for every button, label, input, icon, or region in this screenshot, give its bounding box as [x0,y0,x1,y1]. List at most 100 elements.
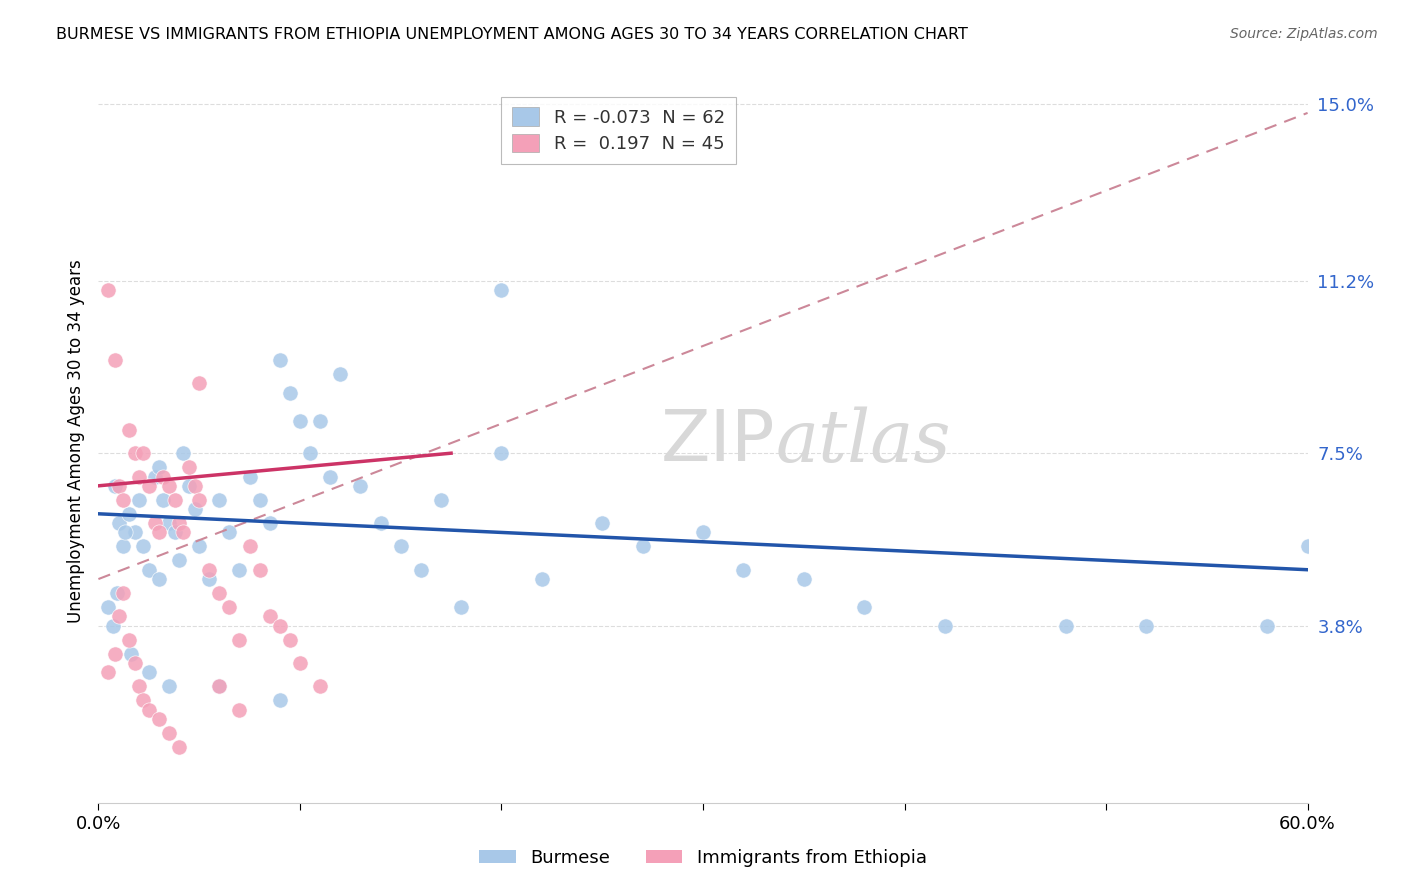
Point [128,492,150,507]
Point [288,413,311,427]
Point [1135,618,1157,632]
Point [120,647,142,661]
Point [138,479,160,493]
Point [103,479,125,493]
Point [208,679,231,693]
Point [105,586,128,600]
Point [118,423,141,437]
Point [309,679,332,693]
Point [934,618,956,632]
Point [530,572,553,586]
Point [259,609,281,624]
Point [152,492,174,507]
Point [107,479,129,493]
Point [138,702,160,716]
Point [152,469,174,483]
Point [179,479,201,493]
Point [148,572,170,586]
Point [491,446,513,460]
Point [101,618,124,632]
Point [128,679,150,693]
Point [111,540,134,554]
Point [249,492,271,507]
Text: ZIP: ZIP [661,407,776,476]
Point [269,353,291,368]
Point [198,572,221,586]
Point [269,693,291,707]
Point [1296,540,1319,554]
Point [409,563,432,577]
Point [228,632,250,647]
Text: Source: ZipAtlas.com: Source: ZipAtlas.com [1230,27,1378,41]
Point [143,516,166,530]
Point [118,507,141,521]
Point [269,618,291,632]
Point [853,600,876,615]
Point [329,367,352,381]
Point [128,469,150,483]
Point [148,712,170,726]
Point [97,283,120,297]
Y-axis label: Unemployment Among Ages 30 to 34 years: Unemployment Among Ages 30 to 34 years [66,260,84,624]
Point [278,385,301,400]
Point [97,665,120,680]
Point [491,283,513,297]
Point [733,563,755,577]
Point [103,647,125,661]
Point [124,656,146,670]
Text: atlas: atlas [776,406,950,477]
Point [103,353,125,368]
Point [218,525,240,540]
Point [450,600,472,615]
Point [148,525,170,540]
Point [148,460,170,475]
Point [107,609,129,624]
Point [124,446,146,460]
Point [389,540,412,554]
Point [114,525,136,540]
Point [319,469,342,483]
Point [188,540,211,554]
Point [107,516,129,530]
Point [692,525,714,540]
Point [111,586,134,600]
Point [172,525,194,540]
Point [309,413,332,427]
Point [163,525,186,540]
Point [299,446,322,460]
Legend: R = -0.073  N = 62, R =  0.197  N = 45: R = -0.073 N = 62, R = 0.197 N = 45 [501,96,735,164]
Point [430,492,453,507]
Point [163,492,186,507]
Point [132,693,155,707]
Point [793,572,815,586]
Point [167,516,190,530]
Point [208,492,231,507]
Point [188,376,211,391]
Point [208,679,231,693]
Point [1054,618,1077,632]
Point [132,446,155,460]
Point [167,553,190,567]
Point [184,479,207,493]
Point [259,516,281,530]
Point [278,632,301,647]
Point [370,516,392,530]
Point [157,726,180,740]
Point [208,586,231,600]
Point [239,540,262,554]
Point [288,656,311,670]
Point [97,600,120,615]
Point [143,469,166,483]
Text: BURMESE VS IMMIGRANTS FROM ETHIOPIA UNEMPLOYMENT AMONG AGES 30 TO 34 YEARS CORRE: BURMESE VS IMMIGRANTS FROM ETHIOPIA UNEM… [56,27,969,42]
Point [138,563,160,577]
Point [179,460,201,475]
Point [349,479,371,493]
Point [157,679,180,693]
Point [124,525,146,540]
Point [1256,618,1278,632]
Point [228,702,250,716]
Point [184,502,207,516]
Point [591,516,613,530]
Point [111,492,134,507]
Point [228,563,250,577]
